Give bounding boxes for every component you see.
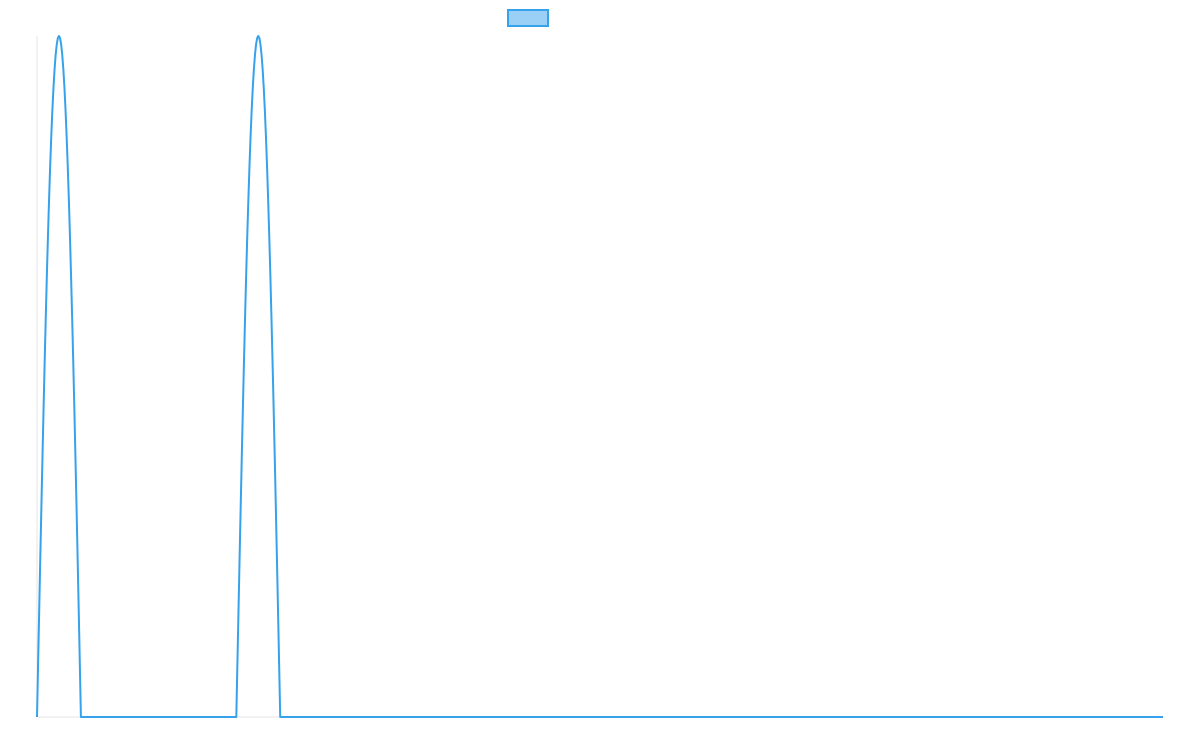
- series-line: [36, 35, 1163, 718]
- legend[interactable]: [507, 9, 549, 27]
- legend-swatch[interactable]: [507, 9, 549, 27]
